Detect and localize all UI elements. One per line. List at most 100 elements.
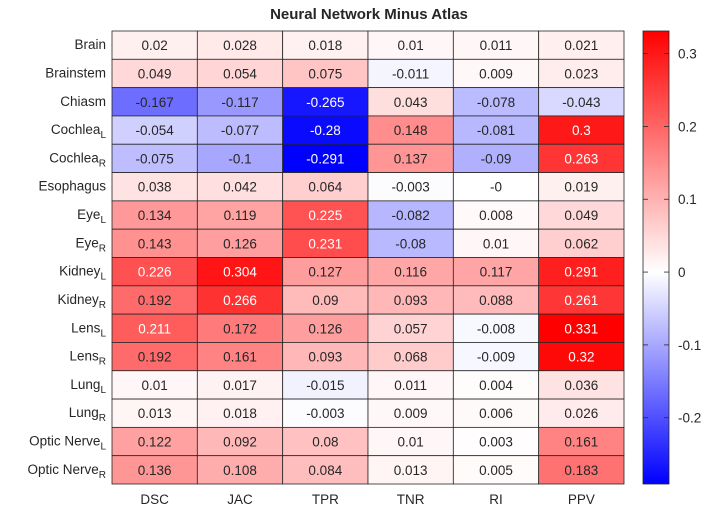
chart-title: Neural Network Minus Atlas xyxy=(270,6,468,23)
cell-value-label: 0.331 xyxy=(564,321,598,336)
row-label: LensR xyxy=(69,349,106,368)
heatmap-cells: 0.02 0.028 0.018 0.01 0.011 0.021 0.049 0.054 0.… xyxy=(111,30,625,485)
column-label: TNR xyxy=(397,492,425,507)
cell-value-label: 0.028 xyxy=(223,38,257,53)
heatmap-cell xyxy=(538,172,625,202)
heatmap-cell xyxy=(196,58,284,89)
row-label: Brainstem xyxy=(45,65,106,80)
column-labels: DSC JAC TPR TNR RI PPV xyxy=(140,492,594,507)
cell-value-label: 0.011 xyxy=(480,38,513,53)
row-label: EyeR xyxy=(76,235,107,254)
cell-value-label: -0.08 xyxy=(395,236,426,251)
cell-value-label: 0.064 xyxy=(308,180,342,195)
cell-value-label: -0.265 xyxy=(306,95,344,110)
heatmap-cell xyxy=(111,257,198,287)
cell-value-label: 0.092 xyxy=(223,435,257,450)
heatmap-cell xyxy=(196,455,284,485)
cell-value-label: 0.019 xyxy=(564,180,598,195)
heatmap-cell xyxy=(282,228,369,258)
cell-value-label: 0.017 xyxy=(223,378,257,393)
heatmap-cell xyxy=(452,285,540,315)
cell-value-label: 0.116 xyxy=(394,265,427,280)
cell-value-label: 0.021 xyxy=(564,38,598,53)
heatmap-cell xyxy=(196,257,284,287)
heatmap-cell xyxy=(538,58,625,89)
cell-value-label: 0.013 xyxy=(394,463,428,478)
cell-value-label: -0.167 xyxy=(136,95,174,110)
heatmap-cell xyxy=(111,228,198,258)
heatmap-cell xyxy=(196,342,284,372)
heatmap-cell xyxy=(282,398,369,428)
cell-value-label: 0.117 xyxy=(480,265,513,280)
cell-value-label: 0.084 xyxy=(308,463,342,478)
cell-value-label: 0.057 xyxy=(394,321,428,336)
heatmap-cell xyxy=(538,200,625,230)
cell-value-label: 0.02 xyxy=(142,38,168,53)
heatmap-cell xyxy=(111,455,198,485)
cell-value-label: 0.126 xyxy=(308,321,342,336)
cell-value-label: 0.225 xyxy=(308,208,342,223)
heatmap-cell xyxy=(196,115,284,145)
heatmap-cell xyxy=(196,30,284,60)
heatmap-cell xyxy=(538,342,625,372)
row-label: Optic NerveL xyxy=(29,434,106,453)
row-label: CochleaR xyxy=(49,150,106,169)
heatmap-cell xyxy=(111,285,198,315)
heatmap-cell xyxy=(538,30,625,60)
heatmap-cell xyxy=(282,370,369,400)
heatmap-cell xyxy=(196,285,284,315)
heatmap-cell xyxy=(111,115,198,145)
heatmap-cell xyxy=(367,426,454,457)
cell-value-label: 0.134 xyxy=(138,208,172,223)
cell-value-label: 0.003 xyxy=(479,435,513,450)
cell-value-label: 0.304 xyxy=(223,265,257,280)
heatmap-cell xyxy=(111,398,198,428)
colorbar-tick-label: 0.3 xyxy=(678,47,697,62)
cell-value-label: 0.043 xyxy=(394,95,428,110)
cell-value-label: 0.068 xyxy=(394,350,428,365)
heatmap-cell xyxy=(538,257,625,287)
cell-value-label: 0.018 xyxy=(223,406,257,421)
heatmap-cell xyxy=(367,200,454,230)
heatmap-cell xyxy=(282,200,369,230)
colorbar-tick-label: -0.2 xyxy=(678,411,701,426)
row-label: EyeL xyxy=(77,207,106,226)
cell-value-label: 0.093 xyxy=(308,350,342,365)
cell-value-label: -0.003 xyxy=(306,406,344,421)
cell-value-label: -0.009 xyxy=(477,350,515,365)
heatmap-cell xyxy=(282,455,369,485)
heatmap-cell xyxy=(538,370,625,400)
cell-value-label: 0.161 xyxy=(564,435,598,450)
cell-value-label: -0.008 xyxy=(477,321,515,336)
heatmap-cell xyxy=(282,257,369,287)
heatmap-cell xyxy=(111,30,198,60)
heatmap-cell xyxy=(452,398,540,428)
cell-value-label: 0.005 xyxy=(479,463,513,478)
heatmap-cell xyxy=(452,228,540,258)
cell-value-label: 0.136 xyxy=(138,463,172,478)
heatmap-cell xyxy=(452,455,540,485)
cell-value-label: 0.263 xyxy=(564,151,598,166)
cell-value-label: 0.119 xyxy=(224,208,257,223)
row-label: LensL xyxy=(71,320,106,339)
colorbar-tick-label: 0.2 xyxy=(678,119,697,134)
cell-value-label: -0.003 xyxy=(392,180,430,195)
cell-value-label: 0.088 xyxy=(479,293,513,308)
heatmap-cell xyxy=(452,426,540,457)
cell-value-label: 0.049 xyxy=(564,208,598,223)
heatmap-cell xyxy=(452,115,540,145)
row-label: Optic NerveR xyxy=(27,462,106,481)
cell-value-label: 0.183 xyxy=(564,463,598,478)
heatmap-cell xyxy=(538,455,625,485)
heatmap-cell xyxy=(111,172,198,202)
cell-value-label: 0.026 xyxy=(564,406,598,421)
row-label: LungR xyxy=(69,405,106,424)
cell-value-label: 0.126 xyxy=(223,236,257,251)
heatmap-cell xyxy=(538,313,625,343)
cell-value-label: -0.09 xyxy=(481,151,512,166)
colorbar-tick-label: 0.1 xyxy=(678,192,697,207)
column-label: TPR xyxy=(312,492,339,507)
cell-value-label: 0.161 xyxy=(223,350,257,365)
cell-value-label: -0.1 xyxy=(228,151,251,166)
